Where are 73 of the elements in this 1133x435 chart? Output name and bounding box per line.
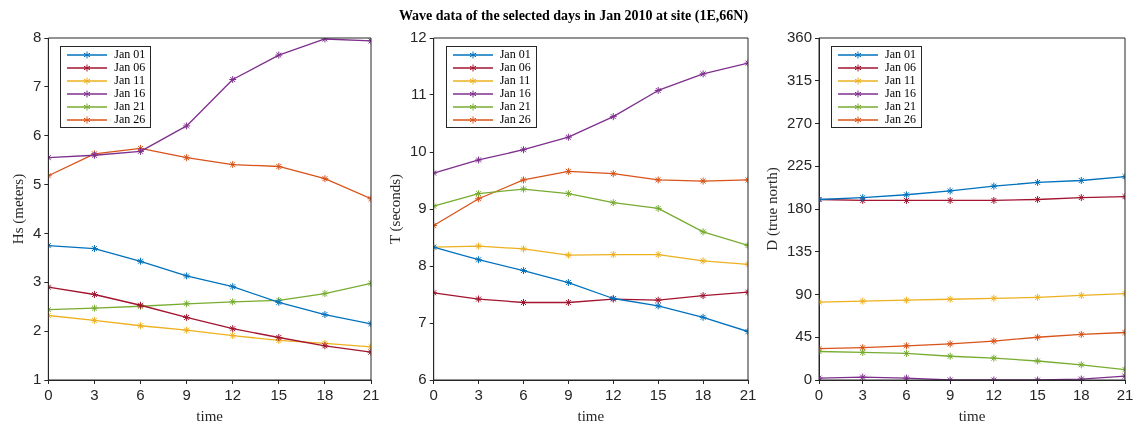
- y-tick-label: 0: [803, 370, 813, 388]
- y-tick-label: 7: [418, 313, 427, 331]
- legend-label: Jan 11: [114, 73, 145, 88]
- y-tick-label: 90: [795, 284, 813, 302]
- x-tick-label: 3: [858, 386, 867, 404]
- y-tick-label: 5: [33, 174, 42, 192]
- legend-label: Jan 11: [885, 73, 916, 88]
- x-axis-title: time: [958, 407, 986, 424]
- legend-label: Jan 26: [499, 112, 531, 127]
- legend-label: Jan 26: [114, 112, 146, 127]
- y-tick-label: 2: [33, 321, 42, 339]
- x-axis-title: time: [196, 407, 224, 424]
- x-tick-label: 0: [44, 386, 53, 404]
- legend-label: Jan 16: [499, 86, 531, 101]
- x-tick-label: 6: [136, 386, 145, 404]
- x-tick-label: 3: [90, 386, 99, 404]
- y-axis-title: T (seconds): [386, 173, 404, 245]
- legend-label: Jan 21: [499, 99, 531, 114]
- x-tick-label: 15: [270, 386, 288, 404]
- x-axis-title: time: [577, 407, 605, 424]
- y-tick-label: 10: [410, 142, 427, 160]
- chart-title: Wave data of the selected days in Jan 2010 at site (1E,66N): [398, 8, 749, 23]
- x-tick-label: 15: [649, 386, 667, 404]
- legend-label: Jan 11: [499, 73, 531, 88]
- legend-label: Jan 01: [114, 47, 146, 62]
- y-tick-label: 6: [33, 125, 42, 143]
- y-tick-label: 1: [33, 370, 42, 388]
- y-tick-label: 270: [787, 113, 813, 131]
- y-tick-label: 135: [787, 241, 813, 259]
- legend-label: Jan 01: [499, 47, 531, 62]
- legend-label: Jan 21: [114, 99, 146, 114]
- y-axis-title: D (true north): [763, 167, 781, 251]
- legend-label: Jan 06: [499, 60, 531, 75]
- x-tick-label: 12: [224, 386, 242, 404]
- x-tick-label: 12: [985, 386, 1003, 404]
- y-tick-label: 225: [787, 156, 813, 174]
- x-tick-label: 15: [1029, 386, 1046, 404]
- x-tick-label: 18: [316, 386, 334, 404]
- x-tick-label: 21: [1116, 386, 1133, 404]
- y-tick-label: 9: [418, 199, 427, 217]
- y-tick-label: 360: [787, 28, 813, 46]
- x-tick-label: 0: [429, 386, 438, 404]
- y-tick-label: 4: [33, 223, 42, 241]
- x-tick-label: 18: [694, 386, 712, 404]
- y-axis-title: Hs (meters): [9, 173, 27, 245]
- y-tick-label: 45: [795, 327, 813, 345]
- x-tick-label: 6: [519, 386, 528, 404]
- x-tick-label: 12: [604, 386, 622, 404]
- legend-label: Jan 16: [885, 86, 917, 101]
- y-tick-label: 8: [33, 28, 42, 46]
- legend-label: Jan 21: [885, 99, 917, 114]
- legend-label: Jan 01: [885, 47, 917, 62]
- x-tick-label: 6: [902, 386, 911, 404]
- x-tick-label: 21: [362, 386, 380, 404]
- y-tick-label: 8: [418, 256, 427, 274]
- y-tick-label: 7: [33, 77, 42, 94]
- y-tick-label: 315: [787, 70, 813, 88]
- legend-label: Jan 06: [885, 60, 917, 75]
- y-tick-label: 6: [418, 370, 427, 388]
- x-tick-label: 3: [474, 386, 483, 404]
- legend-label: Jan 26: [885, 112, 917, 127]
- legend-label: Jan 06: [114, 60, 146, 75]
- y-tick-label: 11: [411, 85, 427, 103]
- y-tick-label: 3: [33, 272, 42, 290]
- x-tick-label: 9: [564, 386, 573, 404]
- x-tick-label: 21: [739, 386, 757, 404]
- x-tick-label: 9: [182, 386, 191, 404]
- x-tick-label: 0: [814, 386, 824, 404]
- y-tick-label: 12: [410, 28, 427, 46]
- y-tick-label: 180: [787, 199, 813, 217]
- x-tick-label: 9: [945, 386, 955, 404]
- legend-label: Jan 16: [114, 86, 146, 101]
- x-tick-label: 18: [1072, 386, 1090, 404]
